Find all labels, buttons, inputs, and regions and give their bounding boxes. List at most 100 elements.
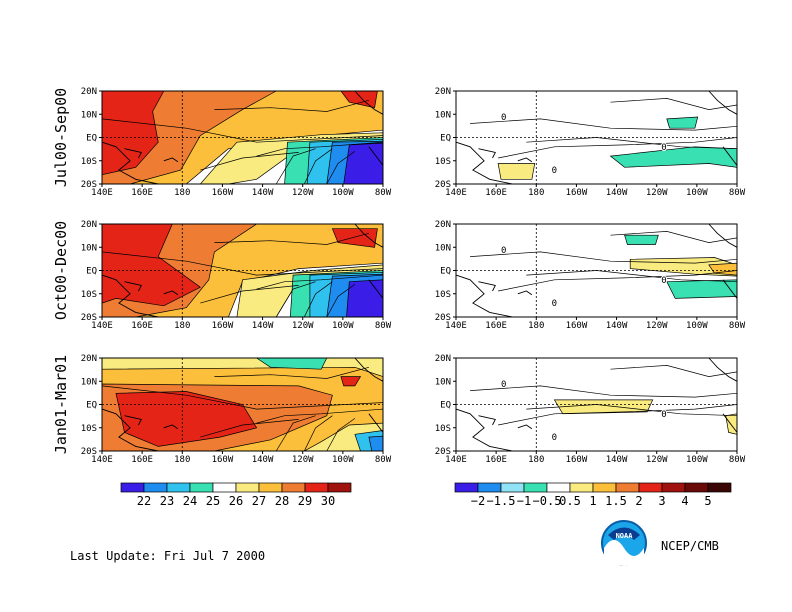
lat-tick-label: EQ	[86, 134, 97, 144]
contour-value-label: 0	[501, 246, 506, 256]
noaa-logo: NOAA	[601, 520, 647, 566]
sst-contour-line	[275, 281, 316, 318]
lon-tick-label: 140W	[606, 321, 628, 331]
coastline	[517, 157, 533, 163]
lat-tick-label: EQ	[86, 401, 97, 411]
sst-colorbar: 22 23 24 25 26 27 28 29 30	[120, 482, 352, 508]
colorbar-label: 2	[635, 494, 642, 508]
coastline	[124, 415, 142, 426]
sst-contour-line	[256, 274, 384, 290]
contour-value-label: 0	[661, 143, 666, 153]
sst-contour-line	[275, 148, 316, 185]
lat-tick-label: 20S	[435, 447, 451, 457]
coastline	[101, 141, 159, 185]
lon-tick-label: 160W	[212, 455, 234, 465]
colorbar-swatch	[235, 482, 260, 493]
colorbar-label: 29	[298, 494, 312, 508]
sst-contour-fill	[368, 435, 384, 452]
anomaly-contour-line	[526, 270, 738, 283]
colorbar-label: 28	[275, 494, 289, 508]
lon-tick-label: 160E	[131, 321, 153, 331]
lon-tick-label: 100W	[686, 455, 708, 465]
sst-contour-line	[101, 385, 384, 410]
lon-tick-label: 120W	[646, 455, 668, 465]
lon-tick-label: 160E	[131, 188, 153, 198]
lat-tick-label: 10N	[81, 377, 97, 387]
lon-tick-label: 80W	[375, 188, 392, 198]
colorbar-label: 1	[589, 494, 596, 508]
colorbar-label: 25	[206, 494, 220, 508]
contour-value-label: 0	[501, 113, 506, 123]
colorbar-label: 24	[183, 494, 197, 508]
sst-contour-line	[200, 285, 299, 304]
colorbar-swatch	[546, 482, 571, 493]
logo-wave	[604, 540, 644, 566]
sst-contour-line	[214, 232, 369, 245]
lon-tick-label: 180	[174, 188, 190, 198]
sst-contour-line	[275, 415, 316, 452]
coastline	[101, 408, 159, 452]
coastline	[101, 274, 159, 318]
lat-tick-label: 10N	[435, 377, 451, 387]
lon-tick-label: 160W	[212, 188, 234, 198]
colorbar-swatch	[569, 482, 594, 493]
coastline	[478, 281, 496, 292]
season-label: Jan01-Mar01	[52, 355, 70, 454]
lon-tick-label: 120W	[646, 188, 668, 198]
coastline	[722, 413, 738, 433]
coastline	[517, 424, 533, 430]
anomaly-contour-line	[498, 137, 738, 159]
sst-contour-line	[101, 118, 384, 143]
sst-contour-line	[303, 281, 333, 318]
anomaly-contour-line	[610, 98, 738, 110]
lon-tick-label: 160W	[566, 455, 588, 465]
colorbar-swatch	[592, 482, 617, 493]
coastline	[708, 357, 738, 382]
coastline	[455, 141, 513, 185]
anomaly-contour-line	[470, 118, 738, 131]
sst-contour-line	[101, 251, 384, 276]
coastline	[722, 279, 738, 299]
sst-contour-line	[326, 151, 356, 185]
lat-tick-label: 10S	[435, 157, 451, 167]
anomaly-contour-fill	[497, 163, 536, 180]
last-update-text: Last Update: Fri Jul 7 2000	[70, 549, 265, 563]
lat-tick-label: 20N	[81, 354, 97, 364]
lon-tick-label: 100W	[332, 188, 354, 198]
sst-contour-line	[214, 366, 369, 379]
coastline	[354, 357, 384, 382]
coastline	[163, 424, 179, 430]
lon-tick-label: 80W	[729, 455, 746, 465]
coastline	[124, 148, 142, 159]
lon-tick-label: 180	[174, 455, 190, 465]
lon-tick-label: 140E	[91, 188, 113, 198]
lon-tick-label: 160W	[566, 321, 588, 331]
colorbar-swatch	[212, 482, 237, 493]
colorbar-swatch	[189, 482, 214, 493]
anomaly-colorbar: −2 −1.5 −1 −0.50.5 1 1.5 2 3 4 5	[454, 482, 732, 508]
sst-contour-line	[200, 419, 299, 438]
anomaly-contour-line	[470, 251, 738, 264]
lon-tick-label: 160E	[485, 188, 507, 198]
lat-tick-label: 20N	[435, 354, 451, 364]
lat-tick-label: 10N	[435, 110, 451, 120]
colorbar-label: 0.5	[559, 494, 581, 508]
agency-label: NCEP/CMB	[661, 539, 719, 553]
sst-contour-line	[303, 148, 333, 185]
coastline	[708, 223, 738, 248]
lat-tick-label: 20N	[81, 87, 97, 97]
season-label: Jul00-Sep00	[52, 88, 70, 187]
sst-contour-line	[200, 152, 299, 171]
lat-tick-label: 20N	[435, 87, 451, 97]
lat-tick-label: EQ	[440, 267, 451, 277]
anomaly-contour-fill	[553, 399, 654, 415]
coastline	[163, 157, 179, 163]
sst-contour-fill	[331, 228, 378, 248]
colorbar-label: −2	[471, 494, 485, 508]
coastline	[708, 90, 738, 115]
